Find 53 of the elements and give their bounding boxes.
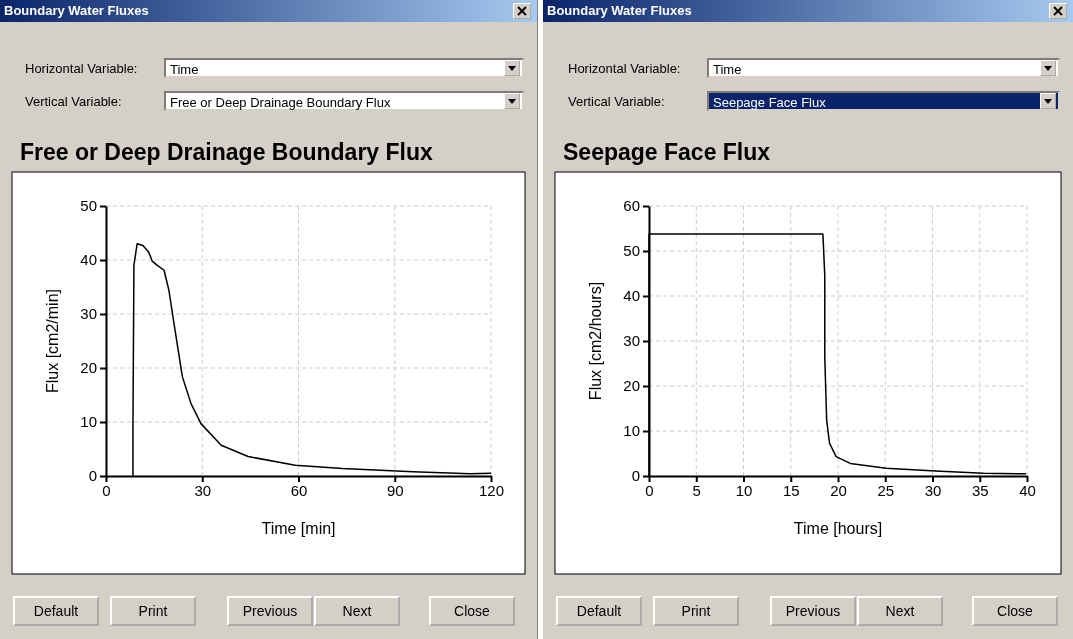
y-tick-label: 40	[80, 251, 97, 269]
x-tick-label: 30	[924, 481, 942, 499]
y-tick-label: 40	[623, 287, 640, 305]
text: Time	[707, 58, 1060, 78]
x-axis-title: Time [hours]	[793, 520, 883, 537]
y-tick-label: 30	[80, 305, 97, 323]
x-tick-label: 60	[290, 481, 308, 499]
text: Default	[556, 596, 642, 626]
x-tick-label: 120	[478, 481, 505, 499]
text: Print	[653, 596, 739, 626]
text: Previous	[770, 596, 856, 626]
text: Horizontal Variable:	[25, 61, 138, 76]
x-tick-label: 35	[971, 481, 989, 499]
y-tick-label: 20	[623, 377, 640, 395]
y-tick-label: 10	[80, 413, 97, 431]
x-tick-label: 0	[102, 481, 111, 499]
text: Seepage Face Flux	[707, 91, 1060, 111]
x-tick-label: 40	[1019, 481, 1036, 499]
text: Time	[164, 58, 524, 78]
chart-title: Seepage Face Flux	[563, 139, 771, 165]
text: Default	[13, 596, 99, 626]
text: Horizontal Variable:	[568, 61, 681, 76]
y-axis-title: Flux [cm2/min]	[44, 288, 61, 394]
y-tick-label: 60	[623, 197, 640, 215]
text: Close	[972, 596, 1058, 626]
text: Vertical Variable:	[25, 94, 122, 109]
x-tick-label: 5	[692, 481, 701, 499]
text: Boundary Water Fluxes	[0, 0, 537, 22]
chart-title: Free or Deep Drainage Boundary Flux	[20, 139, 434, 165]
x-tick-label: 15	[782, 481, 800, 499]
text: Next	[314, 596, 400, 626]
y-tick-label: 30	[623, 332, 640, 350]
x-axis-title: Time [min]	[261, 520, 336, 537]
x-tick-label: 30	[194, 481, 212, 499]
y-tick-label: 20	[80, 359, 97, 377]
x-tick-label: 90	[386, 481, 404, 499]
x-tick-label: 25	[877, 481, 895, 499]
x-tick-label: 20	[830, 481, 847, 499]
text: Next	[857, 596, 943, 626]
y-tick-label: 50	[623, 242, 640, 260]
text: Previous	[227, 596, 313, 626]
text: Boundary Water Fluxes	[543, 0, 1073, 22]
y-tick-label: 50	[80, 197, 97, 215]
y-tick-label: 0	[631, 467, 640, 485]
y-tick-label: 10	[623, 422, 640, 440]
x-tick-label: 0	[645, 481, 654, 499]
y-tick-label: 0	[88, 467, 97, 485]
text: Free or Deep Drainage Boundary Flux	[164, 91, 524, 111]
text: Print	[110, 596, 196, 626]
x-tick-label: 10	[735, 481, 753, 499]
text: Close	[429, 596, 515, 626]
text: Vertical Variable:	[568, 94, 665, 109]
y-axis-title: Flux [cm2/hours]	[587, 281, 604, 401]
